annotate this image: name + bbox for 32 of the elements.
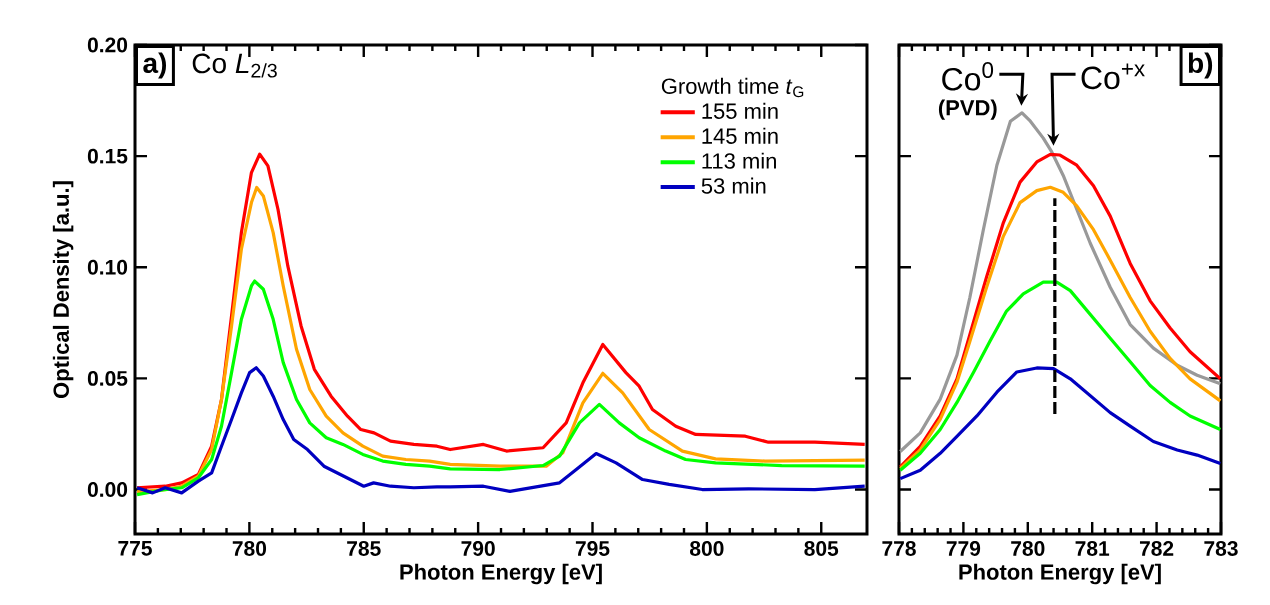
- x-tick-label: 805: [804, 541, 839, 556]
- x-axis-title: Photon Energy [eV]: [959, 563, 1161, 585]
- annotation: Co$^{+x}$: [1081, 63, 1145, 90]
- x-tick-label: 800: [690, 541, 724, 556]
- annotation: Co L$_{2/3}$: [192, 53, 277, 78]
- annotation: b): [1188, 52, 1213, 79]
- legend-label: 113 min: [702, 152, 776, 169]
- y-tick-label: 0.05: [87, 370, 128, 386]
- y-tick-label: 0.00: [87, 482, 128, 497]
- x-tick-label: 790: [461, 541, 495, 556]
- x-tick-label: 778: [882, 541, 916, 556]
- y-tick-label: 0.10: [87, 259, 128, 275]
- x-tick-label: 783: [1204, 541, 1238, 556]
- legend-title: Growth time t$_{G}$: [661, 77, 804, 98]
- annotation: Co$^{0}$: [942, 62, 994, 91]
- annotation: a): [143, 52, 167, 79]
- y-axis-title: Optical Density [a.u.]: [52, 181, 74, 398]
- y-tick-label: 0.15: [87, 148, 128, 164]
- legend-label: 145 min: [702, 127, 778, 144]
- x-tick-label: 775: [118, 541, 152, 556]
- x-tick-label: 779: [946, 541, 981, 556]
- x-tick-label: 780: [1011, 541, 1045, 556]
- y-tick-label: 0.20: [87, 37, 128, 53]
- legend-label: 53 min: [701, 177, 766, 194]
- x-tick-label: 782: [1139, 541, 1174, 556]
- x-tick-label: 795: [575, 541, 610, 556]
- x-tick-label: 781: [1075, 541, 1110, 556]
- x-axis-title: Photon Energy [eV]: [400, 563, 602, 585]
- x-tick-label: 785: [347, 541, 381, 556]
- legend-label: 155 min: [702, 102, 778, 119]
- annotation: (PVD): [938, 99, 997, 120]
- x-tick-label: 780: [232, 541, 267, 556]
